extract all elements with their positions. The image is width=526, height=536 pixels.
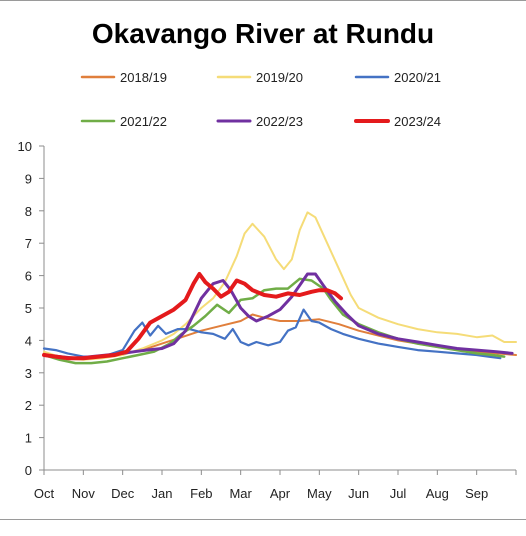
legend-label: 2018/19 <box>120 70 167 85</box>
x-tick-label: Oct <box>34 486 55 501</box>
x-tick-label: Sep <box>465 486 488 501</box>
x-tick-label: Apr <box>270 486 291 501</box>
legend: 2018/19 2019/20 2020/21 2021/22 2022/23 2023/… <box>80 70 441 129</box>
axes: 0 1 2 3 4 5 6 7 8 9 10 Oct Nov Dec Jan Feb Mar Apr May Jun J… <box>18 139 517 501</box>
series-line-2019-20 <box>43 211 517 361</box>
y-tick-label: 10 <box>18 139 32 154</box>
series-line-2020-21 <box>42 308 502 360</box>
legend-label: 2022/23 <box>256 114 303 129</box>
y-tick-label: 8 <box>25 204 32 219</box>
y-tick-label: 1 <box>25 431 32 446</box>
y-tick-label: 7 <box>25 236 32 251</box>
bottom-border-line <box>0 519 526 520</box>
series-line-2022-23 <box>42 272 514 360</box>
y-tick-label: 0 <box>25 463 32 478</box>
x-tick-label: Aug <box>426 486 449 501</box>
y-tick-label: 2 <box>25 398 32 413</box>
series-lines <box>42 211 517 365</box>
legend-label: 2021/22 <box>120 114 167 129</box>
x-tick-label: Jun <box>348 486 369 501</box>
chart-title: Okavango River at Rundu <box>91 18 435 49</box>
x-tick-label: Dec <box>111 486 135 501</box>
x-tick-label: Mar <box>229 486 252 501</box>
series-line-2023-24 <box>42 272 343 361</box>
y-tick-label: 6 <box>25 269 32 284</box>
y-tick-label: 4 <box>25 333 32 348</box>
y-tick-label: 5 <box>25 301 32 316</box>
legend-label: 2020/21 <box>394 70 441 85</box>
y-tick-label: 9 <box>25 171 32 186</box>
x-tick-label: Jan <box>152 486 173 501</box>
x-tick-label: Nov <box>72 486 96 501</box>
x-tick-label: May <box>307 486 332 501</box>
legend-label: 2023/24 <box>394 114 441 129</box>
legend-label: 2019/20 <box>256 70 303 85</box>
y-tick-label: 3 <box>25 366 32 381</box>
x-tick-label: Feb <box>190 486 212 501</box>
x-tick-label: Jul <box>390 486 407 501</box>
top-border-line <box>0 0 526 1</box>
